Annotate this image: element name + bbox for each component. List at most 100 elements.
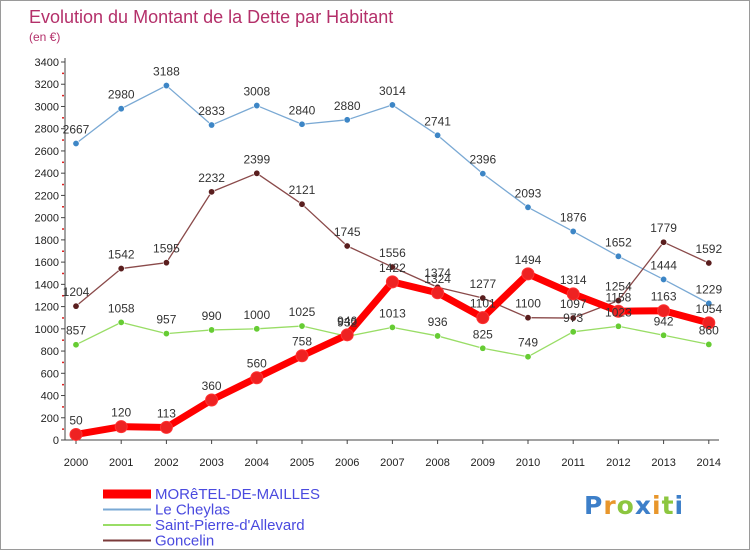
y-minor-tick: [62, 272, 64, 275]
data-point-saint-pierre-d-allevard: [705, 340, 713, 348]
data-label-saint-pierre-d-allevard: 1000: [243, 308, 270, 322]
data-point-goncelin: [660, 238, 668, 246]
x-tick-label: 2001: [109, 457, 133, 469]
data-label-saint-pierre-d-allevard: 957: [156, 313, 176, 327]
y-tick-label: 1800: [35, 235, 59, 247]
proxiti-logo: Proxiti: [584, 491, 684, 520]
data-point-more-tel-de-mailles: [611, 304, 625, 318]
data-point-goncelin: [117, 265, 125, 273]
unit-label: (en €): [29, 30, 61, 44]
data-point-more-tel-de-mailles: [657, 304, 671, 318]
data-point-goncelin: [72, 302, 80, 310]
y-minor-tick: [62, 383, 64, 386]
data-point-goncelin: [705, 259, 713, 267]
chart-title: Evolution du Montant de la Dette par Hab…: [29, 7, 394, 27]
y-tick-label: 3000: [35, 101, 59, 113]
logo-letter: i: [652, 491, 662, 520]
data-label-saint-pierre-d-allevard: 749: [518, 336, 538, 350]
y-minor-tick: [62, 339, 64, 341]
data-label-more-tel-de-mailles: 50: [69, 413, 83, 427]
y-tick-label: 1200: [35, 302, 59, 314]
data-point-more-tel-de-mailles: [385, 275, 399, 289]
data-label-more-tel-de-mailles: 1494: [515, 253, 542, 267]
y-minor-tick: [62, 117, 64, 119]
data-point-goncelin: [298, 200, 306, 208]
x-tick-label: 2006: [335, 457, 359, 469]
data-label-goncelin: 1100: [515, 297, 541, 311]
x-tick-label: 2007: [380, 457, 404, 469]
data-label-saint-pierre-d-allevard: 1023: [605, 305, 632, 319]
y-minor-tick: [62, 139, 64, 141]
data-label-more-tel-de-mailles: 1324: [424, 272, 451, 286]
y-minor-tick: [62, 250, 64, 252]
data-point-saint-pierre-d-allevard: [524, 353, 532, 361]
data-point-saint-pierre-d-allevard: [253, 325, 261, 333]
data-label-goncelin: 1542: [108, 248, 135, 262]
data-label-goncelin: 2121: [289, 183, 316, 197]
data-label-goncelin: 1595: [153, 242, 180, 256]
y-tick-label: 3400: [35, 57, 59, 69]
data-label-more-tel-de-mailles: 1101: [470, 297, 496, 311]
data-point-more-tel-de-mailles: [340, 328, 354, 342]
data-label-le-cheylas: 2741: [424, 114, 451, 128]
data-point-le-cheylas: [117, 105, 125, 113]
data-point-le-cheylas: [162, 82, 170, 90]
data-label-saint-pierre-d-allevard: 942: [654, 314, 674, 328]
data-label-le-cheylas: 2840: [289, 103, 316, 117]
data-point-le-cheylas: [343, 116, 351, 124]
data-label-saint-pierre-d-allevard: 825: [473, 327, 493, 341]
x-tick-label: 2005: [290, 457, 314, 469]
data-point-le-cheylas: [388, 101, 396, 109]
data-label-more-tel-de-mailles: 360: [202, 379, 222, 393]
data-point-le-cheylas: [253, 102, 261, 110]
data-point-more-tel-de-mailles: [159, 420, 173, 434]
x-tick-label: 2013: [651, 457, 675, 469]
data-point-goncelin: [569, 314, 577, 322]
logo-letter: r: [603, 491, 617, 520]
data-point-le-cheylas: [479, 170, 487, 178]
x-tick-label: 2004: [245, 457, 269, 469]
logo-letter: P: [584, 491, 604, 520]
data-label-le-cheylas: 2833: [198, 104, 225, 118]
data-point-saint-pierre-d-allevard: [569, 328, 577, 336]
data-label-goncelin: 1556: [379, 246, 406, 260]
y-tick-label: 1600: [35, 257, 59, 269]
data-label-more-tel-de-mailles: 758: [292, 335, 312, 349]
data-point-goncelin: [388, 263, 396, 271]
x-tick-label: 2012: [606, 457, 630, 469]
data-label-saint-pierre-d-allevard: 973: [563, 311, 583, 325]
x-tick-label: 2014: [697, 457, 721, 469]
x-tick-label: 2011: [561, 457, 585, 469]
data-point-le-cheylas: [705, 299, 713, 307]
data-label-goncelin: 1254: [605, 280, 632, 294]
data-point-le-cheylas: [524, 203, 532, 211]
y-tick-label: 200: [41, 413, 59, 425]
data-point-le-cheylas: [72, 139, 80, 147]
legend-label-more-tel-de-mailles: MORêTEL-DE-MAILLES: [155, 486, 320, 503]
y-tick-label: 3200: [35, 79, 59, 91]
data-label-more-tel-de-mailles: 1422: [379, 261, 406, 275]
data-point-more-tel-de-mailles: [250, 371, 264, 385]
data-label-le-cheylas: 2880: [334, 99, 361, 113]
data-point-more-tel-de-mailles: [205, 393, 219, 407]
data-point-saint-pierre-d-allevard: [162, 330, 170, 338]
y-tick-label: 2400: [35, 168, 59, 180]
x-tick-label: 2002: [154, 457, 178, 469]
data-label-saint-pierre-d-allevard: 1025: [289, 305, 316, 319]
data-label-saint-pierre-d-allevard: 932: [337, 315, 357, 329]
data-label-more-tel-de-mailles: 1158: [605, 290, 631, 304]
data-point-goncelin: [343, 242, 351, 250]
data-label-le-cheylas: 2667: [63, 122, 90, 136]
data-point-more-tel-de-mailles: [476, 311, 490, 325]
y-minor-tick: [62, 183, 64, 186]
data-label-more-tel-de-mailles: 946: [337, 314, 357, 328]
y-minor-tick: [62, 206, 64, 208]
logo-letter: x: [634, 491, 652, 520]
data-point-le-cheylas: [614, 252, 622, 260]
data-point-saint-pierre-d-allevard: [434, 332, 442, 340]
data-label-saint-pierre-d-allevard: 990: [202, 309, 222, 323]
data-point-saint-pierre-d-allevard: [72, 341, 80, 349]
data-label-more-tel-de-mailles: 1054: [695, 302, 722, 316]
x-tick-label: 2003: [199, 457, 223, 469]
